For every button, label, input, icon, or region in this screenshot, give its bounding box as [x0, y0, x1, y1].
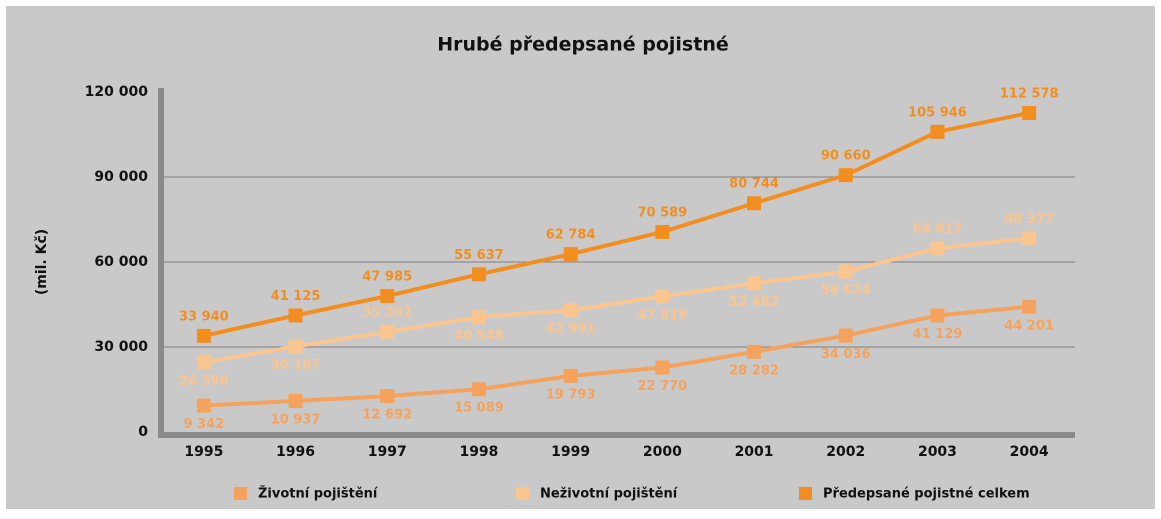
value-label: 33 940: [179, 309, 229, 324]
series-line: [203, 236, 1030, 365]
legend-label: Předepsané pojistné celkem: [823, 487, 1030, 502]
value-label: 41 129: [913, 327, 963, 342]
y-tick-label: 30 000: [94, 339, 148, 355]
x-tick-label: 1999: [551, 444, 590, 460]
value-label: 105 946: [908, 105, 967, 120]
point-marker: [288, 339, 303, 354]
point-marker: [1022, 231, 1037, 246]
point-marker: [655, 289, 670, 304]
point-marker: [838, 168, 853, 183]
x-tick-label: 2001: [735, 444, 774, 460]
value-label: 42 991: [546, 322, 596, 337]
value-label: 35 292: [362, 306, 412, 321]
point-marker: [1022, 299, 1037, 314]
value-label: 52 462: [729, 295, 779, 310]
legend-label: Neživotní pojištění: [540, 487, 679, 502]
x-tick-label: 2004: [1010, 444, 1049, 460]
legend-label: Životní pojištění: [258, 486, 379, 502]
legend-swatch: [234, 487, 247, 500]
y-tick-label: 90 000: [94, 169, 148, 185]
value-label: 34 036: [821, 347, 871, 362]
point-marker: [380, 325, 395, 340]
legend-swatch: [516, 487, 529, 500]
point-marker: [838, 328, 853, 343]
value-label: 30 187: [271, 358, 321, 373]
background: [6, 6, 1155, 509]
series-line: [203, 304, 1030, 408]
value-label: 56 624: [821, 283, 871, 298]
point-marker: [563, 247, 578, 262]
point-marker: [838, 264, 853, 279]
value-label: 15 089: [454, 401, 504, 416]
point-marker: [196, 398, 211, 413]
value-label: 44 201: [1004, 318, 1054, 333]
point-marker: [196, 328, 211, 343]
value-label: 40 548: [454, 329, 504, 344]
value-label: 112 578: [1000, 87, 1059, 102]
value-label: 22 770: [637, 379, 687, 394]
point-marker: [1022, 106, 1037, 121]
point-marker: [747, 276, 762, 291]
point-marker: [655, 224, 670, 239]
point-marker: [930, 308, 945, 323]
point-marker: [471, 310, 486, 325]
point-marker: [747, 344, 762, 359]
value-label: 80 744: [729, 177, 779, 192]
value-label: 47 819: [637, 308, 687, 323]
point-marker: [196, 355, 211, 370]
point-marker: [930, 124, 945, 139]
point-marker: [747, 196, 762, 211]
value-label: 47 985: [362, 270, 412, 285]
value-label: 10 937: [271, 413, 321, 428]
value-label: 12 692: [362, 408, 412, 423]
value-label: 64 817: [913, 222, 963, 237]
point-marker: [563, 368, 578, 383]
value-label: 24 598: [179, 374, 229, 389]
value-label: 28 282: [729, 363, 779, 378]
point-marker: [563, 303, 578, 318]
x-tick-label: 1995: [184, 444, 223, 460]
x-tick-label: 2002: [826, 444, 865, 460]
value-label: 9 342: [183, 417, 224, 432]
x-axis: [158, 432, 1075, 438]
series-line: [203, 111, 1030, 338]
value-label: 55 637: [454, 248, 504, 263]
x-tick-label: 1998: [459, 444, 498, 460]
point-marker: [930, 241, 945, 256]
value-label: 90 660: [821, 149, 871, 164]
value-label: 62 784: [546, 228, 596, 243]
point-marker: [471, 382, 486, 397]
y-axis-label: (mil. Kč): [34, 229, 50, 295]
value-label: 41 125: [271, 289, 321, 304]
y-tick-label: 0: [138, 424, 148, 440]
chart-title: Hrubé předepsané pojistné: [437, 34, 729, 56]
point-marker: [655, 360, 670, 375]
legend-swatch: [799, 487, 812, 500]
x-tick-label: 2003: [918, 444, 957, 460]
point-marker: [288, 308, 303, 323]
point-marker: [288, 394, 303, 409]
point-marker: [471, 267, 486, 282]
point-marker: [380, 389, 395, 404]
y-tick-label: 120 000: [85, 84, 149, 100]
y-tick-label: 60 000: [94, 254, 148, 270]
point-marker: [380, 289, 395, 304]
x-tick-label: 1997: [368, 444, 407, 460]
x-tick-label: 2000: [643, 444, 682, 460]
x-tick-label: 1996: [276, 444, 315, 460]
value-label: 19 793: [546, 387, 596, 402]
value-label: 70 589: [637, 205, 687, 220]
value-label: 68 377: [1004, 212, 1054, 227]
y-axis: [158, 88, 164, 436]
